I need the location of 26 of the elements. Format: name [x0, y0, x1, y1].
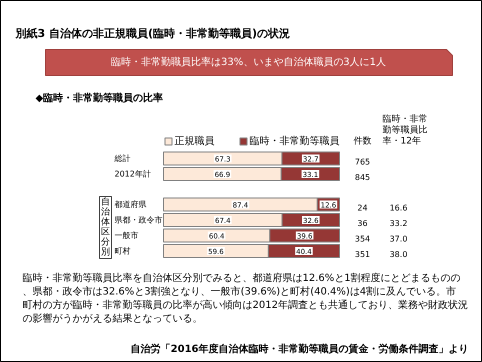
legend-label: 正規職員: [174, 135, 214, 147]
legend-label: 臨時・非常勤等職員: [250, 135, 340, 147]
text: ◆臨時・非常勤等職員の比率: [36, 92, 164, 104]
chart-title: 別紙3 自治体の非正規職員(臨時・非常勤等職員)の状況: [14, 27, 290, 40]
text: 845: [354, 173, 370, 182]
text: 36: [357, 219, 368, 228]
chart-subtitle: 臨時・非常勤職員比率は33%、いまや自治体職員の3人に1人: [111, 56, 386, 68]
text: 765: [354, 158, 370, 166]
text: 33.2: [390, 219, 408, 228]
text: 351: [354, 250, 370, 259]
text: 354: [354, 234, 370, 244]
text: 自治労「2016年度自治体臨時・非常勤等職員の賃金・労働条件調査」より: [130, 343, 469, 355]
y-tick-label: 県都・政令市: [114, 216, 162, 224]
y-tick-label: 一般市: [114, 231, 138, 240]
text: 臨時・非常勤等職員比率・12年: [382, 114, 428, 146]
text: 24: [357, 204, 368, 212]
y-tick-label: 町村: [114, 246, 130, 256]
text: 37.0: [390, 234, 408, 244]
y-tick-label: 総計: [114, 154, 130, 163]
text: 件数: [354, 136, 372, 146]
text: 自治体区分別: [101, 196, 110, 258]
y-tick-label: 2012年計: [114, 170, 151, 178]
y-tick-label: 都道府県: [114, 200, 146, 209]
text: 16.6: [390, 204, 408, 212]
text: 38.0: [390, 250, 408, 259]
text: 臨時・非常勤等職員比率を自治体区分別でみると、都道府県は12.6%と1割程度にとどまるものの、県都・政令市は32.6%と3割強となり、一般市(39.6%)と町村(40.4%)は4割に及んでいる。市町村の方が臨時・非常勤等職員の比率が高い傾向は2012年調査とも共通しており、業務や財政状況の影響がうかがえる結果となっている。: [22, 272, 468, 324]
